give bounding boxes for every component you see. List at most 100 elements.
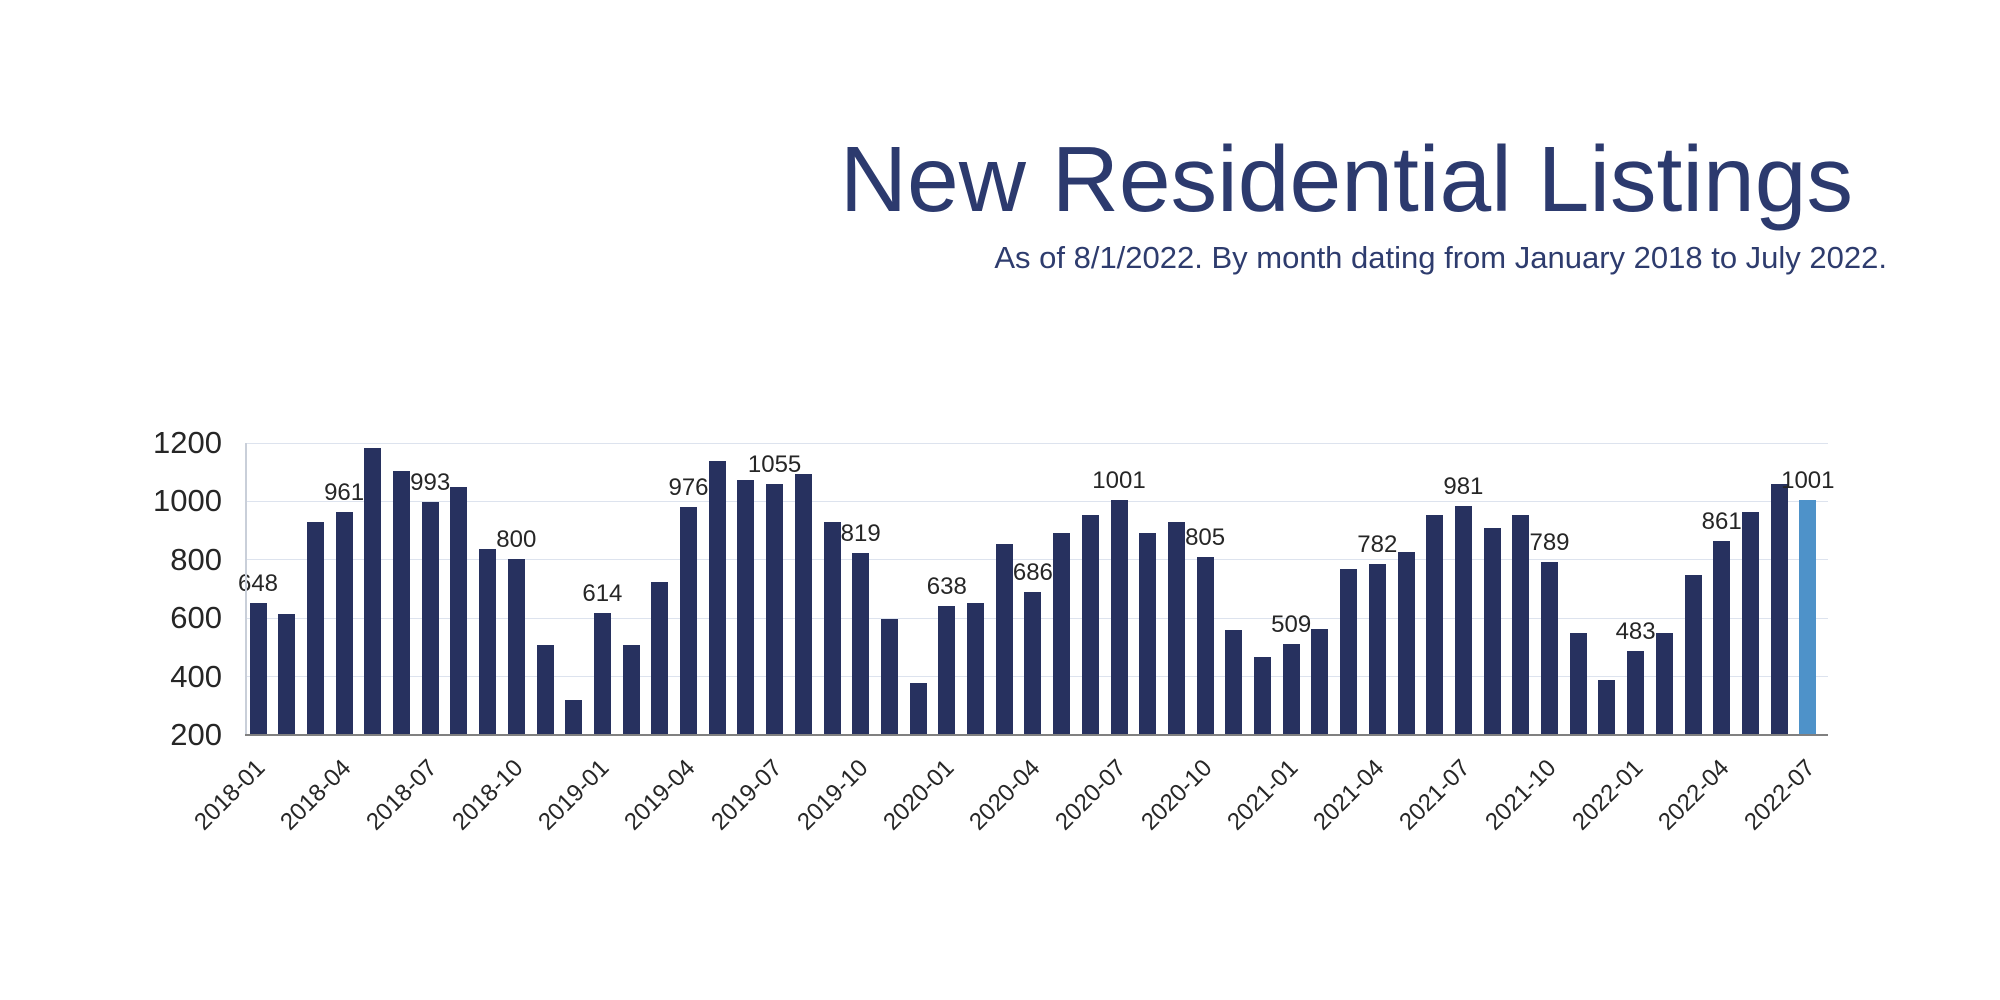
x-axis-line bbox=[245, 734, 1828, 736]
bar-2022-01 bbox=[1627, 651, 1645, 734]
x-tick-2021-07: 2021-07 bbox=[1394, 754, 1476, 836]
bar-2020-08 bbox=[1139, 532, 1157, 734]
x-tick-2019-10: 2019-10 bbox=[791, 754, 874, 836]
value-label-2018-10: 800 bbox=[496, 525, 537, 553]
value-label-2020-01: 638 bbox=[926, 573, 967, 601]
bar-2021-12 bbox=[1598, 679, 1616, 734]
bar-2020-12 bbox=[1254, 656, 1271, 734]
x-tick-2018-07: 2018-07 bbox=[361, 754, 443, 836]
value-label-2019-04: 976 bbox=[668, 474, 709, 502]
y-tick-1200: 1200 bbox=[153, 425, 222, 460]
chart-subtitle: As of 8/1/2022. By month dating from Jan… bbox=[994, 240, 1887, 275]
bar-2021-08 bbox=[1483, 528, 1501, 734]
value-label-2022-04: 861 bbox=[1701, 507, 1742, 535]
bar-2019-08 bbox=[794, 474, 812, 734]
bar-2021-03 bbox=[1340, 569, 1358, 734]
bar-2018-04 bbox=[335, 511, 353, 734]
gridline-1000 bbox=[245, 500, 1828, 502]
bar-2018-10 bbox=[507, 558, 525, 734]
value-label-2019-01: 614 bbox=[582, 580, 623, 608]
bar-2022-02 bbox=[1655, 633, 1673, 734]
value-label-2020-04: 686 bbox=[1012, 559, 1053, 587]
bar-2019-11 bbox=[880, 618, 898, 734]
bar-2020-11 bbox=[1225, 630, 1243, 734]
x-tick-2019-01: 2019-01 bbox=[533, 754, 615, 836]
bar-2018-01 bbox=[249, 603, 267, 734]
bar-2020-05 bbox=[1053, 532, 1071, 734]
value-label-2021-07: 981 bbox=[1443, 472, 1484, 500]
bar-2020-04 bbox=[1024, 592, 1042, 734]
bar-2018-09 bbox=[479, 548, 497, 734]
x-tick-2021-01: 2021-01 bbox=[1222, 754, 1304, 836]
bar-2021-01 bbox=[1282, 643, 1300, 734]
value-label-2018-01: 648 bbox=[237, 570, 279, 598]
y-tick-400: 400 bbox=[170, 658, 222, 694]
y-tick-800: 800 bbox=[170, 541, 222, 577]
bar-2019-04 bbox=[680, 507, 697, 734]
bar-2021-11 bbox=[1569, 633, 1587, 734]
x-tick-2022-07: 2022-07 bbox=[1738, 754, 1821, 836]
bar-2020-02 bbox=[967, 602, 984, 734]
y-tick-200: 200 bbox=[170, 717, 222, 752]
x-tick-2018-04: 2018-04 bbox=[275, 754, 357, 836]
bar-2020-10 bbox=[1196, 557, 1214, 734]
x-tick-2019-07: 2019-07 bbox=[705, 754, 787, 836]
bar-2019-02 bbox=[622, 644, 640, 734]
bar-2018-07 bbox=[421, 502, 439, 734]
bar-2022-05 bbox=[1741, 512, 1759, 734]
value-label-2020-10: 805 bbox=[1185, 524, 1226, 552]
bar-2019-10 bbox=[852, 553, 870, 734]
bar-2018-12 bbox=[565, 700, 583, 734]
bar-2018-05 bbox=[364, 447, 382, 734]
y-tick-600: 600 bbox=[170, 600, 222, 636]
bar-2019-03 bbox=[651, 582, 669, 734]
chart-title: New Residential Listings bbox=[839, 127, 1853, 231]
value-label-2018-04: 961 bbox=[324, 478, 365, 506]
value-label-2021-04: 782 bbox=[1357, 531, 1398, 559]
bar-2019-05 bbox=[708, 460, 726, 734]
gridline-800 bbox=[245, 559, 1828, 561]
bar-2021-05 bbox=[1397, 551, 1415, 734]
x-tick-2020-10: 2020-10 bbox=[1136, 754, 1218, 836]
bar-2018-11 bbox=[536, 644, 554, 734]
value-label-2019-07: 1055 bbox=[747, 451, 802, 479]
x-tick-2020-07: 2020-07 bbox=[1050, 754, 1132, 836]
x-tick-2022-04: 2022-04 bbox=[1652, 754, 1735, 836]
bar-chart-plot-area: 200 400 600 800 1000 1200 648 961 993 800 614 976 1… bbox=[153, 425, 1834, 836]
x-tick-2021-10: 2021-10 bbox=[1480, 754, 1562, 836]
x-tick-2022-01: 2022-01 bbox=[1566, 754, 1648, 836]
bar-2022-07 bbox=[1799, 500, 1817, 734]
bar-2019-12 bbox=[909, 682, 927, 734]
x-tick-2020-04: 2020-04 bbox=[963, 754, 1046, 836]
bar-2019-09 bbox=[823, 522, 841, 734]
value-label-2020-07: 1001 bbox=[1092, 467, 1146, 495]
bar-2022-04 bbox=[1713, 541, 1731, 734]
bar-2019-07 bbox=[766, 484, 784, 734]
bar-2020-01 bbox=[938, 606, 956, 734]
bar-2020-03 bbox=[995, 544, 1013, 734]
value-label-2021-10: 789 bbox=[1529, 529, 1570, 556]
bar-2020-06 bbox=[1081, 515, 1099, 734]
value-label-2018-07: 993 bbox=[410, 469, 451, 497]
y-axis-line bbox=[245, 443, 247, 735]
x-tick-2019-04: 2019-04 bbox=[619, 754, 701, 836]
value-label-2022-07: 1001 bbox=[1781, 467, 1835, 495]
bar-2021-02 bbox=[1311, 628, 1329, 734]
bar-2018-02 bbox=[278, 614, 296, 734]
bar-2021-10 bbox=[1541, 562, 1558, 734]
bar-2021-06 bbox=[1426, 515, 1444, 734]
bar-2018-08 bbox=[450, 487, 468, 734]
bar-2018-06 bbox=[393, 471, 410, 734]
bar-2021-04 bbox=[1368, 564, 1386, 734]
value-label-2022-01: 483 bbox=[1615, 618, 1656, 646]
bar-2020-07 bbox=[1110, 500, 1128, 734]
x-tick-2021-04: 2021-04 bbox=[1308, 754, 1390, 836]
y-tick-1000: 1000 bbox=[153, 483, 222, 519]
bar-2019-01 bbox=[593, 613, 611, 734]
value-label-2021-01: 509 bbox=[1271, 610, 1312, 638]
x-tick-2018-01: 2018-01 bbox=[189, 754, 271, 836]
bar-2019-06 bbox=[737, 479, 755, 734]
bar-2020-09 bbox=[1167, 522, 1185, 734]
bar-2021-07 bbox=[1454, 505, 1472, 734]
